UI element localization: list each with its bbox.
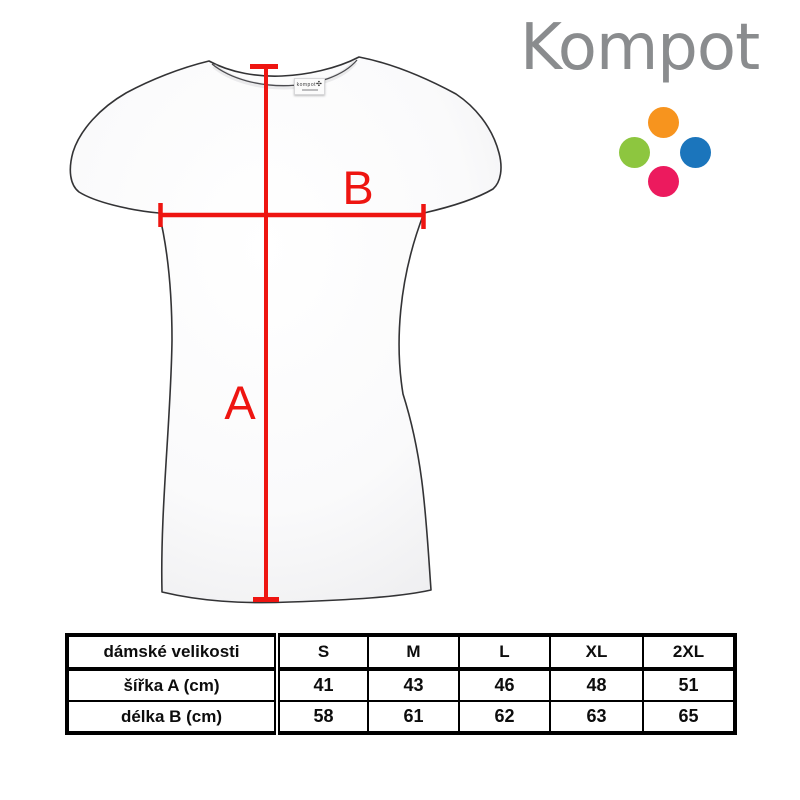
length-value-s: 58 [276,700,369,734]
logo-dot-blue-icon [680,137,711,168]
length-row: délka B (cm) 58 61 62 63 65 [66,700,736,734]
collar-inner-line [211,59,358,87]
width-row-label: šířka A (cm) [66,668,280,702]
tshirt-outline [69,56,502,604]
length-value-xl: 63 [549,700,644,734]
width-row: šířka A (cm) 41 43 46 48 51 [66,668,736,702]
neck-tag-text: kompot [296,82,317,88]
width-value-2xl: 51 [642,668,736,702]
width-value-s: 41 [276,668,369,702]
neck-tag-logo-mark-icon: ✣ [316,81,323,88]
brand-logo-text: Kompot [520,11,760,85]
neck-tag-subline [301,89,318,91]
label-b: B [342,161,373,214]
length-value-2xl: 65 [642,700,736,734]
size-col-s: S [276,634,369,671]
neck-tag: kompot✣ [294,78,325,95]
label-a: A [224,376,256,429]
measure-line-b [158,203,426,229]
width-value-xl: 48 [549,668,644,702]
logo-dot-pink-icon [648,166,679,197]
measure-line-a [250,64,279,602]
length-value-l: 62 [458,700,551,734]
length-row-label: délka B (cm) [66,700,280,734]
size-col-xl: XL [549,634,644,671]
size-table-title-cell: dámské velikosti [66,634,280,671]
size-col-l: L [458,634,551,671]
measure-a-bottom-cap [253,597,279,602]
width-value-m: 43 [367,668,460,702]
length-value-m: 61 [367,700,460,734]
logo-dot-green-icon [619,137,650,168]
size-col-2xl: 2XL [642,634,736,671]
width-value-l: 46 [458,668,551,702]
size-col-m: M [367,634,460,671]
size-table-header-row: dámské velikosti S M L XL 2XL [66,634,736,671]
logo-dot-orange-icon [648,107,679,138]
size-table: dámské velikosti S M L XL 2XL šířka A (c… [65,633,737,735]
